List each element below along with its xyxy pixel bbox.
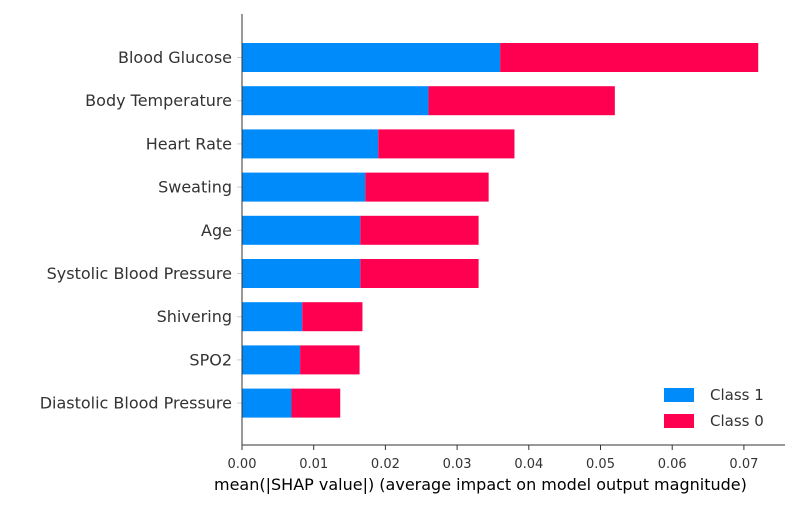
bar-class-1-5 [242,259,361,288]
bar-class-0-3 [365,172,489,202]
y-label: Shivering [157,307,232,326]
x-tick-label: 0.04 [514,457,543,472]
bar-class-1-6 [242,302,303,332]
x-tick-label: 0.01 [299,457,328,472]
legend-label-class-0: Class 0 [710,412,764,430]
bar-class-1-4 [242,215,361,245]
bar-class-1-0 [242,43,501,72]
bar-class-0-0 [500,43,759,72]
x-tick-label: 0.06 [658,457,687,472]
bar-class-1-1 [242,86,429,116]
legend-swatch-class-1 [664,388,694,402]
bar-class-1-3 [242,172,366,202]
bar-class-0-2 [378,129,515,159]
x-axis-label: mean(|SHAP value|) (average impact on mo… [214,475,747,494]
legend-label-class-1: Class 1 [710,386,764,404]
bar-class-1-2 [242,129,379,159]
y-label: SPO2 [189,350,232,369]
x-tick-label: 0.03 [443,457,472,472]
y-label: Systolic Blood Pressure [47,264,232,283]
y-label: Age [201,221,232,240]
y-label: Heart Rate [146,134,232,153]
x-tick-label: 0.02 [371,457,400,472]
bar-class-1-8 [242,388,292,418]
y-label: Body Temperature [85,91,232,110]
bar-class-0-8 [291,388,341,418]
x-tick-label: 0.07 [729,457,758,472]
legend: Class 1 Class 0 [664,386,764,430]
y-label: Sweating [158,178,232,197]
bar-class-1-7 [242,345,301,375]
bars-group [242,43,759,418]
y-label: Diastolic Blood Pressure [40,394,232,413]
y-label: Blood Glucose [118,48,232,67]
x-axis-ticks: 0.00 0.01 0.02 0.03 0.04 0.05 0.06 0.07 [228,445,758,472]
bar-class-0-6 [302,302,363,332]
bar-class-0-1 [428,86,615,116]
x-tick-label: 0.05 [586,457,615,472]
bar-class-0-5 [360,259,479,288]
legend-swatch-class-0 [664,414,694,428]
x-tick-label: 0.00 [228,457,257,472]
bar-class-0-4 [360,215,479,245]
y-axis-labels: Blood Glucose Body Temperature Heart Rate S… [40,48,242,413]
bar-class-0-7 [300,345,360,375]
